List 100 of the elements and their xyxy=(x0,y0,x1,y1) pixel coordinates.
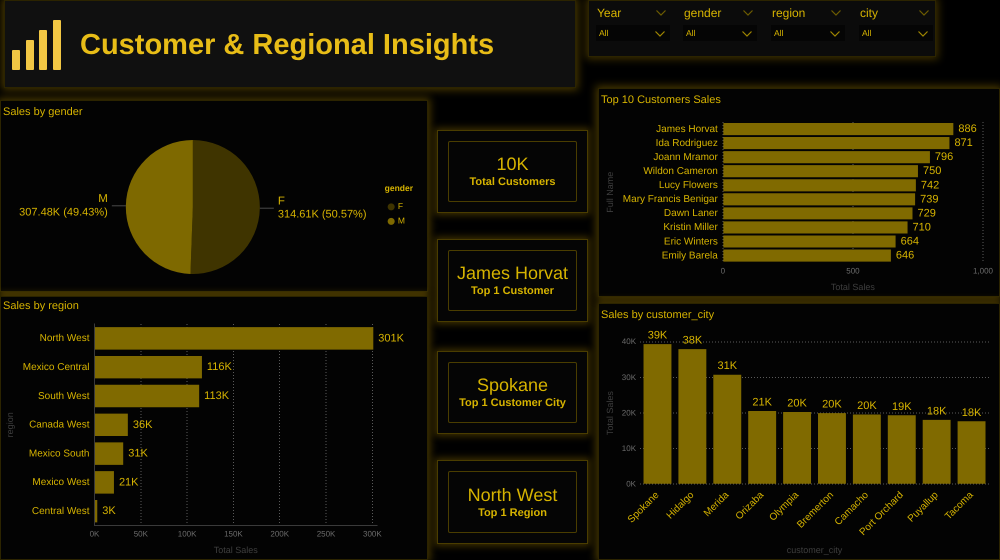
data-label: 301K xyxy=(378,332,405,344)
y-tick-label: North West xyxy=(40,333,90,344)
x-axis-title: Total Sales xyxy=(214,545,258,556)
text: Top 1 Customer City xyxy=(459,396,566,411)
bar xyxy=(678,349,706,484)
text: gender xyxy=(684,6,722,20)
bar xyxy=(94,414,128,436)
data-label: 886 xyxy=(958,123,977,136)
data-label: 796 xyxy=(934,151,954,164)
x-axis-title: customer_city xyxy=(786,545,843,556)
bar xyxy=(94,356,202,378)
y-tick-label: Mexico West xyxy=(32,477,90,488)
x-tick-label: 0 xyxy=(720,266,726,276)
data-label: 18K xyxy=(962,406,982,419)
data-label: 646 xyxy=(896,250,914,262)
y-tick-label: Canada West xyxy=(29,420,90,431)
data-label: 116K xyxy=(206,361,232,374)
y-tick-label: Lucy Flowers xyxy=(658,180,718,192)
data-label: 729 xyxy=(917,207,936,220)
y-tick-label: 30K xyxy=(622,372,637,382)
data-label: 710 xyxy=(912,221,931,234)
x-tick-label: 200K xyxy=(270,530,290,539)
x-tick-label: 1,000 xyxy=(972,266,994,276)
y-axis-title: region xyxy=(4,412,15,438)
bar xyxy=(888,415,916,484)
y-tick-label: Mary Francis Benigar xyxy=(622,194,718,206)
x-tick-label: 50K xyxy=(134,530,149,539)
chart-title: Sales by gender xyxy=(3,106,82,118)
text: Spokane xyxy=(476,374,548,396)
chart-title: Sales by customer_city xyxy=(601,309,714,321)
y-tick-label: 0K xyxy=(626,479,637,488)
text: Top 1 Region xyxy=(478,506,547,520)
bar xyxy=(922,420,951,484)
slice-label: F xyxy=(278,196,285,208)
y-tick-label: Mexico South xyxy=(28,448,90,460)
legend-title: gender xyxy=(384,182,414,193)
text: 10K xyxy=(496,153,529,175)
y-tick-label: Central West xyxy=(32,506,90,517)
slice-label: M xyxy=(98,193,108,206)
text: North West xyxy=(468,484,558,506)
dropdown: All xyxy=(771,25,845,41)
data-label: 38K xyxy=(682,334,703,347)
y-tick-label: Joann Mramor xyxy=(653,152,718,163)
data-label: 750 xyxy=(922,165,942,178)
text: Year xyxy=(597,6,622,20)
data-label: 18K xyxy=(926,405,948,418)
dropdown: All xyxy=(596,25,670,41)
y-tick-label: Dawn Laner xyxy=(664,208,718,220)
data-label: 3K xyxy=(102,505,116,518)
y-tick-label: Eric Winters xyxy=(664,236,718,248)
data-label: 19K xyxy=(892,400,912,413)
legend-label: M xyxy=(398,216,406,226)
legend-label: F xyxy=(398,201,404,212)
bar xyxy=(94,471,114,494)
y-tick-label: South West xyxy=(38,390,90,402)
text: Top 1 Customer xyxy=(471,284,554,299)
text: city xyxy=(860,6,878,20)
data-label: 20K xyxy=(857,400,878,412)
x-tick-label: 300K xyxy=(363,530,382,539)
data-label: 31K xyxy=(128,448,148,460)
text: region xyxy=(772,6,806,20)
y-tick-label: Mexico Central xyxy=(22,362,90,373)
y-tick-label: 10K xyxy=(622,444,637,453)
chart-title: Sales by region xyxy=(3,300,79,312)
y-axis-title: Total Sales xyxy=(604,390,615,436)
bar xyxy=(958,421,986,484)
bar xyxy=(723,221,908,234)
bar xyxy=(94,384,200,408)
y-tick-label: Emily Barela xyxy=(662,250,718,262)
bar xyxy=(783,412,812,484)
text: Customer & Regional Insights xyxy=(80,28,494,62)
y-tick-label: 40K xyxy=(622,337,637,346)
x-tick-label: 250K xyxy=(316,530,336,539)
y-tick-label: Ida Rodriguez xyxy=(656,138,718,149)
bar xyxy=(818,413,846,484)
data-label: 871 xyxy=(954,137,973,150)
dropdown: All xyxy=(859,25,933,41)
bar xyxy=(852,414,881,484)
y-tick-label: James Horvat xyxy=(656,124,718,135)
data-label: 742 xyxy=(920,179,940,192)
data-label: 314.61K (50.57%) xyxy=(278,208,367,221)
x-tick-label: 150K xyxy=(224,530,244,539)
data-label: 307.48K (49.43%) xyxy=(19,206,108,218)
data-label: 20K xyxy=(822,398,842,411)
data-label: 739 xyxy=(920,193,938,206)
data-label: 39K xyxy=(648,330,668,342)
bar xyxy=(723,151,930,164)
data-label: 21K xyxy=(752,396,773,409)
x-tick-label: 100K xyxy=(178,530,198,539)
data-label: 31K xyxy=(717,360,738,372)
y-tick-label: Kristin Miller xyxy=(663,222,718,234)
bar xyxy=(723,137,950,150)
data-label: 664 xyxy=(900,236,919,248)
bar xyxy=(723,235,896,248)
bar xyxy=(94,327,374,350)
bar xyxy=(94,500,98,522)
y-axis-title: Full Name xyxy=(604,172,615,213)
x-tick-label: 500 xyxy=(846,266,860,276)
bar xyxy=(644,344,672,484)
bar xyxy=(748,410,776,484)
